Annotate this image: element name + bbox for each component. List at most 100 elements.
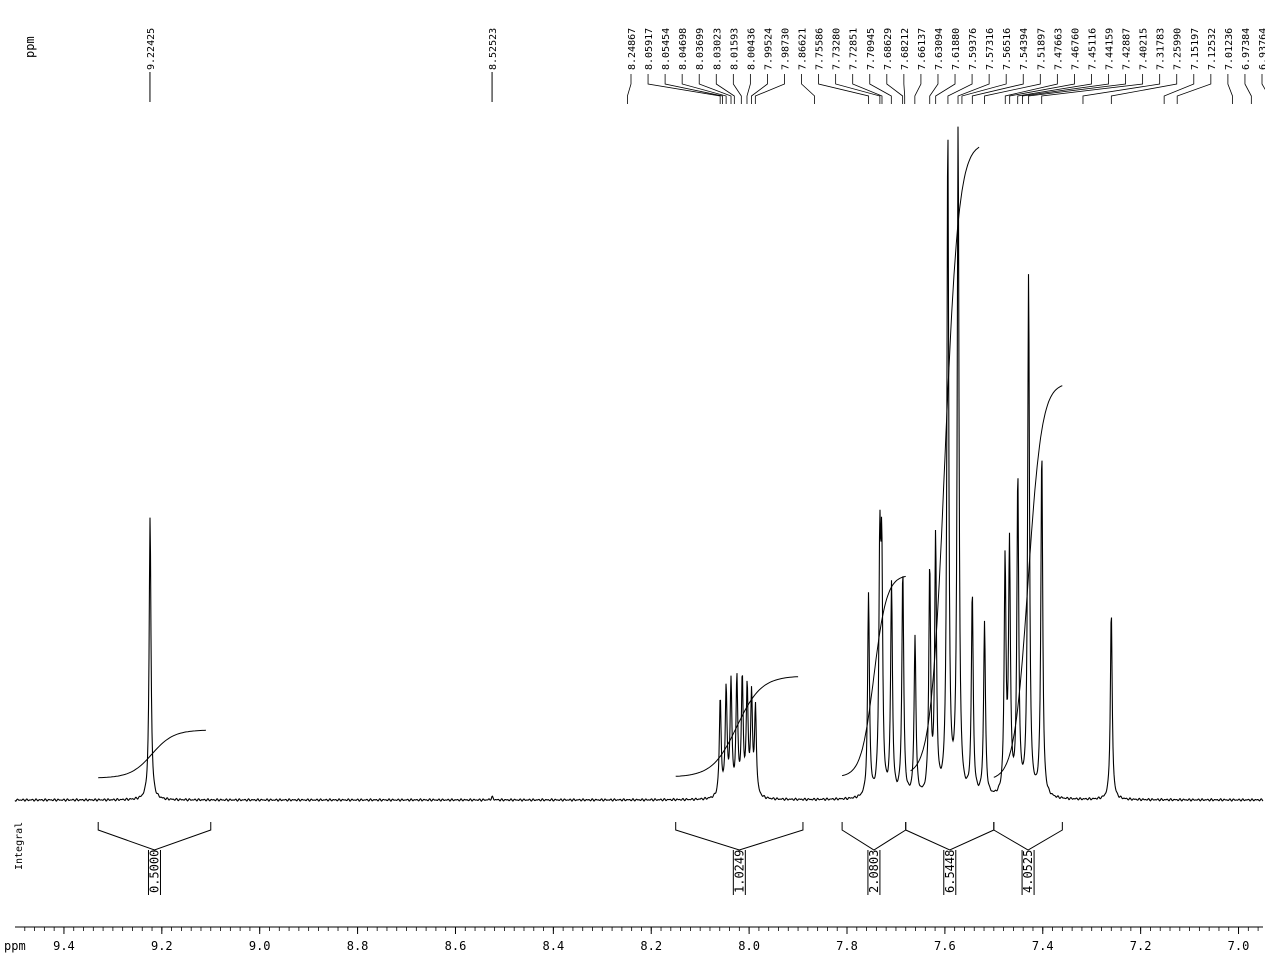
peak-label: 7.45116 [1087,28,1098,70]
x-tick-label: 7.6 [934,939,956,953]
peak-label-leader [947,74,973,104]
peak-label-leader [1176,74,1212,104]
peak-label-leader [852,74,883,104]
integral-value: 0.5000 [147,850,161,893]
peak-label: 7.42887 [1122,28,1133,70]
integral-value: 4.0525 [1021,850,1035,893]
peak-label: 7.01236 [1224,28,1235,70]
x-tick-label: 8.0 [738,939,760,953]
peak-label-leader [1009,74,1075,104]
peak-label-leader [801,74,815,104]
peak-label-leader [1004,74,1058,104]
peak-label: 7.98730 [780,28,791,70]
integral-curve-layer [98,146,1063,779]
peak-label-leader [1163,74,1195,104]
integral-bracket [841,822,907,851]
peak-label: 8.52523 [488,28,499,70]
x-tick-label: 9.2 [151,939,173,953]
peak-label: 7.46760 [1070,28,1081,70]
peak-label-leader [698,74,732,104]
peak-label-leader [754,74,785,104]
integral-bracket [993,822,1063,851]
peak-label: 8.03023 [712,28,723,70]
peak-label-leader [715,74,735,104]
peak-label-leader [1244,74,1252,104]
peak-label: 7.15197 [1190,28,1201,70]
peak-label-leader [903,74,906,104]
peak-label: 6.93764 [1258,28,1265,70]
peak-label: 7.63094 [934,28,945,70]
peak-label-leader [1261,74,1265,90]
integral-bracket [675,822,804,851]
spectrum-layer [14,126,1264,802]
peak-label: 7.40215 [1139,28,1150,70]
x-axis: 9.4 9.2 9.0 8.8 8.6 8.4 8.2 8.0 7.8 7.6 7.4 7.2 7.0 [15,926,1263,953]
peak-label: 7.51897 [1036,28,1047,70]
peak-label-leader [1028,74,1126,104]
x-tick-label: 8.2 [640,939,662,953]
x-tick-label: 8.6 [445,939,467,953]
peak-label: 7.54394 [1019,28,1030,70]
peak-label: 7.73280 [832,28,843,70]
x-tick-label: 7.4 [1032,939,1054,953]
peak-label-leader [1110,74,1178,104]
peak-label: 7.70945 [866,28,877,70]
integral-value: 2.0803 [867,850,881,893]
peak-label-leader [647,74,721,104]
integral-bracket [97,822,212,851]
peak-label-leader [1022,74,1109,104]
peak-label-leader [914,74,922,104]
peak-label-leader [957,74,990,104]
peak-label-leader [732,74,742,104]
peak-label: 7.66137 [917,28,928,70]
peak-label: 7.68212 [900,28,911,70]
peak-label-leader [886,74,904,104]
peak-label: 7.12532 [1207,28,1218,70]
peak-label-leader [1041,74,1144,104]
peak-label: 8.05917 [644,28,655,70]
peak-label-leader [961,74,1007,104]
x-tick-label: 8.4 [543,939,565,953]
peak-label-layer: 9.22425 8.52523 8.24867 8.05917 8.05454 8.046… [146,28,1265,104]
x-tick-label: 8.8 [347,939,369,953]
peak-label: 7.72851 [849,28,860,70]
peak-label: 7.75586 [815,28,826,70]
integral-bracket [905,822,995,851]
peak-label: 8.01593 [729,28,740,70]
peak-label: 7.47663 [1053,28,1064,70]
peak-label-leader [746,74,751,104]
integral-curve [675,676,799,777]
peak-label: 7.25990 [1173,28,1184,70]
peak-label: 7.61880 [951,28,962,70]
peak-label-leader [664,74,723,104]
peak-label: 7.44159 [1105,28,1116,70]
peak-label: 7.99524 [763,28,774,70]
x-tick-label: 7.2 [1130,939,1152,953]
peak-label-leader [1082,74,1161,104]
peak-label-leader [681,74,727,104]
integral-curve [993,385,1063,778]
peak-label: 7.31783 [1156,28,1167,70]
peak-label: 7.86621 [798,28,809,70]
peak-label-leader [751,74,768,104]
x-tick-label: 7.0 [1228,939,1250,953]
spectrum-line [14,126,1264,802]
x-tick-label: 7.8 [836,939,858,953]
peak-label-leader [835,74,881,104]
peak-label: 8.00436 [746,28,757,70]
peak-label: 8.24867 [627,28,638,70]
peak-label: 9.22425 [146,28,157,70]
integral-curve [842,575,906,777]
peak-label: 8.04698 [678,28,689,70]
peak-label: 6.97384 [1241,28,1252,70]
peak-label-leader [818,74,870,104]
x-tick-label: 9.0 [249,939,271,953]
peak-label-leader [935,74,956,104]
integral-bracket-layer: 0.5000 1.0249 2.0803 6.5448 4.0525 [97,822,1063,895]
top-ppm-label: ppm [23,36,37,58]
integral-value: 6.5448 [943,850,957,893]
peak-label: 8.05454 [661,28,672,70]
peak-label: 7.68629 [883,28,894,70]
x-tick-label: 9.4 [53,939,75,953]
